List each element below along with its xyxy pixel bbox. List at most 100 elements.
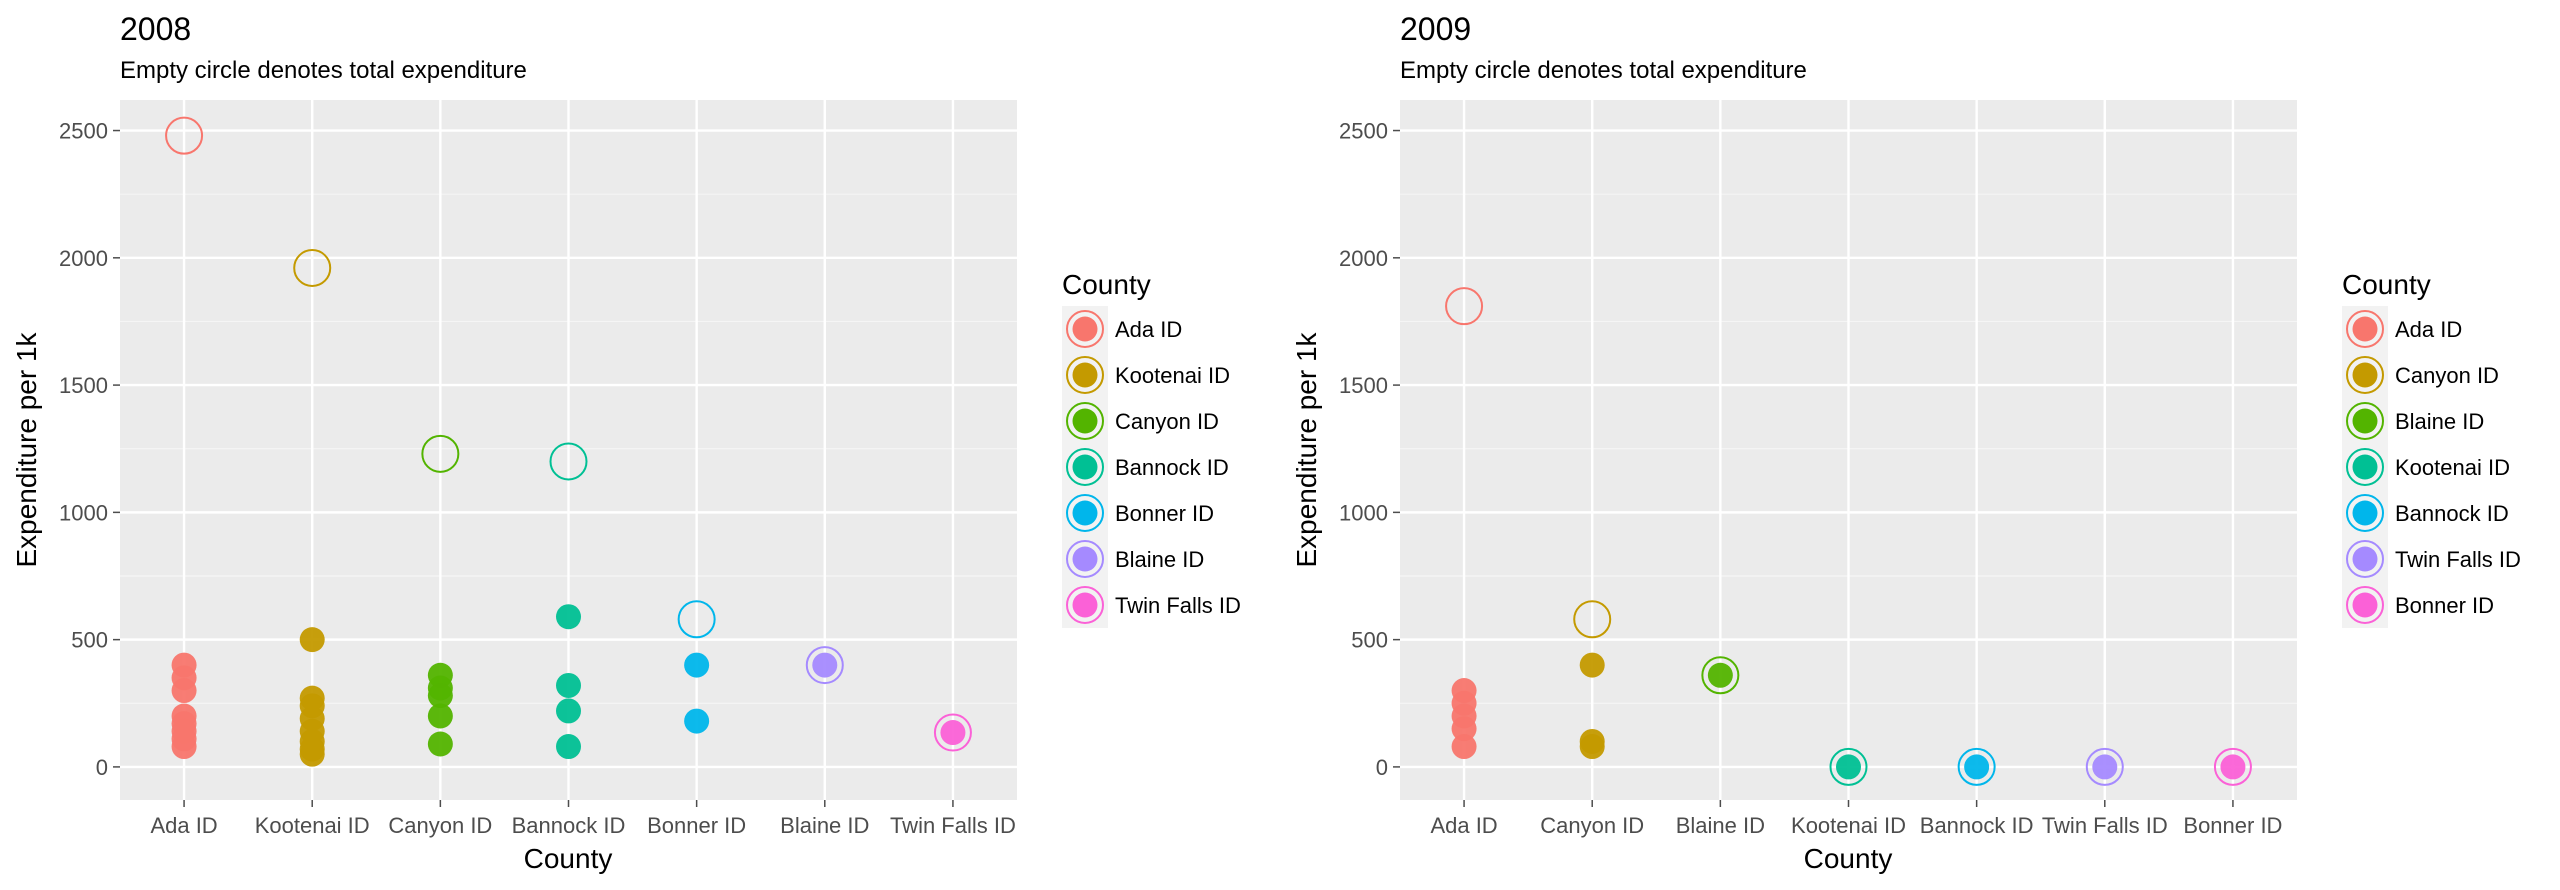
total-circle — [933, 713, 972, 752]
data-point — [1964, 754, 1990, 780]
data-point — [556, 672, 581, 698]
data-point — [171, 678, 197, 704]
total-circle — [293, 249, 332, 287]
total-circle — [2213, 747, 2252, 786]
legend-ring — [2346, 356, 2384, 394]
data-point — [1579, 734, 1605, 760]
total-circle — [1829, 747, 1868, 786]
data-point — [1451, 734, 1477, 760]
x-tick-label: Ada ID — [150, 813, 217, 838]
legend-ring — [1066, 540, 1104, 578]
x-tick-label: Blaine ID — [1676, 813, 1765, 838]
x-tick-label: Ada ID — [1430, 813, 1497, 838]
y-tick-label: 1000 — [59, 500, 108, 525]
legend-item: Bannock ID — [1062, 444, 1229, 490]
y-tick-label: 500 — [71, 628, 108, 653]
y-axis-title: Expenditure per 1k — [1291, 331, 1322, 567]
x-tick-label: Kootenai ID — [1791, 813, 1906, 838]
legend-label: Ada ID — [1115, 317, 1182, 342]
legend-item: Bonner ID — [1062, 490, 1214, 536]
legend-dot — [1072, 500, 1098, 526]
legend-ring — [1066, 310, 1104, 348]
total-circle — [2085, 747, 2124, 786]
x-tick-label: Bonner ID — [2183, 813, 2282, 838]
legend-dot — [2352, 454, 2378, 480]
data-points — [1445, 287, 2252, 786]
y-tick-label: 2500 — [1339, 119, 1388, 144]
y-tick-label: 0 — [1376, 755, 1388, 780]
legend-item: Twin Falls ID — [1062, 582, 1241, 628]
legend-dot — [2352, 316, 2378, 342]
legend-ring — [1066, 494, 1104, 532]
y-tick-label: 1500 — [1339, 373, 1388, 398]
data-point — [427, 731, 453, 757]
x-tick-label: Bannock ID — [1920, 813, 2034, 838]
legend-label: Bonner ID — [1115, 501, 1214, 526]
chart-subtitle: Empty circle denotes total expenditure — [120, 57, 527, 84]
data-points — [165, 116, 972, 767]
legend-label: Blaine ID — [2395, 409, 2484, 434]
legend-ring — [2346, 586, 2384, 624]
data-point — [427, 683, 453, 709]
legend-item: Ada ID — [1062, 306, 1182, 352]
y-tick-label: 0 — [96, 755, 108, 780]
legend-ring — [1066, 586, 1104, 624]
legend-item: Canyon ID — [2342, 352, 2499, 398]
total-circle — [1701, 656, 1740, 695]
chart-title: 2009 — [1400, 11, 1471, 47]
total-circle — [421, 434, 460, 473]
y-tick-label: 2000 — [59, 246, 108, 271]
legend-ring — [1066, 402, 1104, 440]
data-point — [556, 734, 581, 760]
legend-ring — [2346, 402, 2384, 440]
total-circle — [1573, 600, 1612, 639]
legend-label: Kootenai ID — [1115, 363, 1230, 388]
x-axis-title: County — [1804, 843, 1893, 874]
data-point — [684, 708, 710, 734]
legend-item: Blaine ID — [1062, 536, 1204, 582]
data-point — [1836, 754, 1861, 780]
data-point — [556, 698, 581, 724]
legend-ring — [1066, 448, 1104, 486]
chart-title: 2008 — [120, 11, 191, 47]
x-tick-label: Canyon ID — [388, 813, 492, 838]
x-axis-title: County — [524, 843, 613, 874]
y-axis-title: Expenditure per 1k — [11, 331, 42, 567]
legend-item: Canyon ID — [1062, 398, 1219, 444]
legend: County Ada ID Canyon ID Blaine ID Kootenai I… — [2342, 269, 2521, 628]
legend-ring — [2346, 448, 2384, 486]
total-circle — [165, 116, 204, 155]
legend-label: Canyon ID — [2395, 363, 2499, 388]
total-circle — [677, 600, 716, 639]
data-point — [1707, 662, 1733, 688]
legend-dot — [2352, 546, 2378, 572]
legend-dot — [1072, 592, 1098, 618]
total-circle — [549, 442, 588, 481]
legend-ring — [2346, 310, 2384, 348]
x-tick-label: Twin Falls ID — [2042, 813, 2168, 838]
chart-subtitle: Empty circle denotes total expenditure — [1400, 57, 1807, 84]
total-circle — [805, 646, 844, 685]
x-tick-label: Bonner ID — [647, 813, 746, 838]
total-circle — [1445, 287, 1484, 326]
data-point — [1451, 716, 1477, 742]
legend-dot — [2352, 592, 2378, 618]
x-tick-label: Canyon ID — [1540, 813, 1644, 838]
legend-dot — [1072, 408, 1098, 434]
data-point — [171, 734, 197, 760]
legend-dot — [2352, 362, 2378, 388]
data-point — [940, 720, 966, 746]
legend-ring — [2346, 540, 2384, 578]
legend-title: County — [1062, 269, 1151, 300]
legend-label: Bannock ID — [1115, 455, 1229, 480]
data-point — [299, 627, 325, 653]
legend-label: Ada ID — [2395, 317, 2462, 342]
legend-item: Kootenai ID — [2342, 444, 2510, 490]
y-tick-label: 1500 — [59, 373, 108, 398]
legend: County Ada ID Kootenai ID Canyon ID Bannock … — [1062, 269, 1241, 628]
legend-label: Bonner ID — [2395, 593, 2494, 618]
total-circle — [1957, 747, 1996, 786]
data-point — [299, 741, 325, 767]
data-point — [812, 652, 838, 678]
legend-label: Bannock ID — [2395, 501, 2509, 526]
